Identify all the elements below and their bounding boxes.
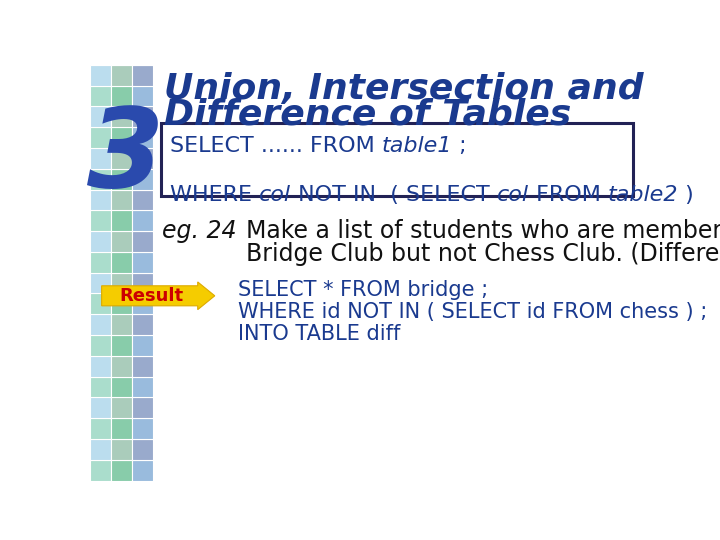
Bar (111, 377, 132, 397)
Bar (111, 85, 132, 106)
Bar (111, 65, 132, 85)
Text: eg. 24: eg. 24 (162, 219, 237, 243)
Bar (132, 356, 153, 377)
Bar (132, 106, 153, 127)
Bar (90, 397, 111, 418)
Bar (132, 314, 153, 335)
Bar (132, 439, 153, 460)
Bar (132, 418, 153, 439)
Bar (90, 127, 111, 148)
Bar (90, 335, 111, 356)
Bar (111, 106, 132, 127)
Text: col: col (259, 185, 291, 205)
Bar (132, 85, 153, 106)
Bar (111, 356, 132, 377)
Bar (132, 210, 153, 231)
Bar (111, 273, 132, 294)
Bar (90, 231, 111, 252)
Bar (111, 252, 132, 273)
Bar (132, 231, 153, 252)
Text: Difference of Tables: Difference of Tables (164, 98, 572, 132)
Bar (90, 460, 111, 481)
Text: NOT IN  ( SELECT: NOT IN ( SELECT (291, 185, 497, 205)
Bar (90, 44, 111, 65)
Bar (132, 65, 153, 85)
Bar (90, 418, 111, 439)
Bar (111, 439, 132, 460)
Bar (90, 85, 111, 106)
Bar (90, 65, 111, 85)
Bar (132, 168, 153, 190)
Bar (132, 148, 153, 168)
Bar (90, 23, 111, 44)
Bar (153, 65, 648, 481)
Text: SELECT ...... FROM: SELECT ...... FROM (170, 137, 382, 157)
Bar (90, 294, 111, 314)
Text: INTO TABLE diff: INTO TABLE diff (238, 323, 400, 343)
Bar (132, 190, 153, 211)
Bar (111, 418, 132, 439)
Text: WHERE: WHERE (170, 185, 259, 205)
Bar (111, 210, 132, 231)
FancyArrow shape (102, 282, 215, 309)
Text: Make a list of students who are members of the: Make a list of students who are members … (246, 219, 720, 243)
Text: SELECT * FROM bridge ;: SELECT * FROM bridge ; (238, 280, 488, 300)
Text: Result: Result (120, 287, 184, 305)
Bar (132, 460, 153, 481)
Bar (132, 127, 153, 148)
Bar (111, 168, 132, 190)
Bar (111, 294, 132, 314)
Text: WHERE id NOT IN ( SELECT id FROM chess ) ;: WHERE id NOT IN ( SELECT id FROM chess )… (238, 302, 707, 322)
Bar (111, 231, 132, 252)
Bar (132, 294, 153, 314)
Bar (111, 314, 132, 335)
Bar (90, 190, 111, 211)
Bar (132, 23, 153, 44)
Bar (111, 460, 132, 481)
Bar (90, 356, 111, 377)
Bar (111, 190, 132, 211)
Bar (132, 44, 153, 65)
Bar (132, 273, 153, 294)
Bar (90, 377, 111, 397)
Bar (90, 148, 111, 168)
Bar (90, 273, 111, 294)
Text: ;: ; (452, 137, 467, 157)
Text: FROM: FROM (528, 185, 608, 205)
Bar (90, 314, 111, 335)
Bar (111, 148, 132, 168)
Bar (132, 335, 153, 356)
Bar (111, 44, 132, 65)
Bar (111, 335, 132, 356)
Text: Union, Intersection and: Union, Intersection and (164, 72, 644, 106)
Bar (111, 397, 132, 418)
Bar (90, 168, 111, 190)
Text: 3: 3 (86, 103, 164, 210)
Bar (90, 210, 111, 231)
Bar (132, 377, 153, 397)
Bar (132, 397, 153, 418)
Bar (111, 23, 132, 44)
Bar (161, 123, 632, 195)
Text: col: col (497, 185, 528, 205)
Bar (90, 252, 111, 273)
Text: ): ) (678, 185, 694, 205)
Text: Bridge Club but not Chess Club. (Difference): Bridge Club but not Chess Club. (Differe… (246, 242, 720, 266)
Bar (132, 252, 153, 273)
Text: table1: table1 (382, 137, 452, 157)
Bar (90, 439, 111, 460)
Bar (90, 106, 111, 127)
Text: table2: table2 (608, 185, 678, 205)
Bar (111, 127, 132, 148)
